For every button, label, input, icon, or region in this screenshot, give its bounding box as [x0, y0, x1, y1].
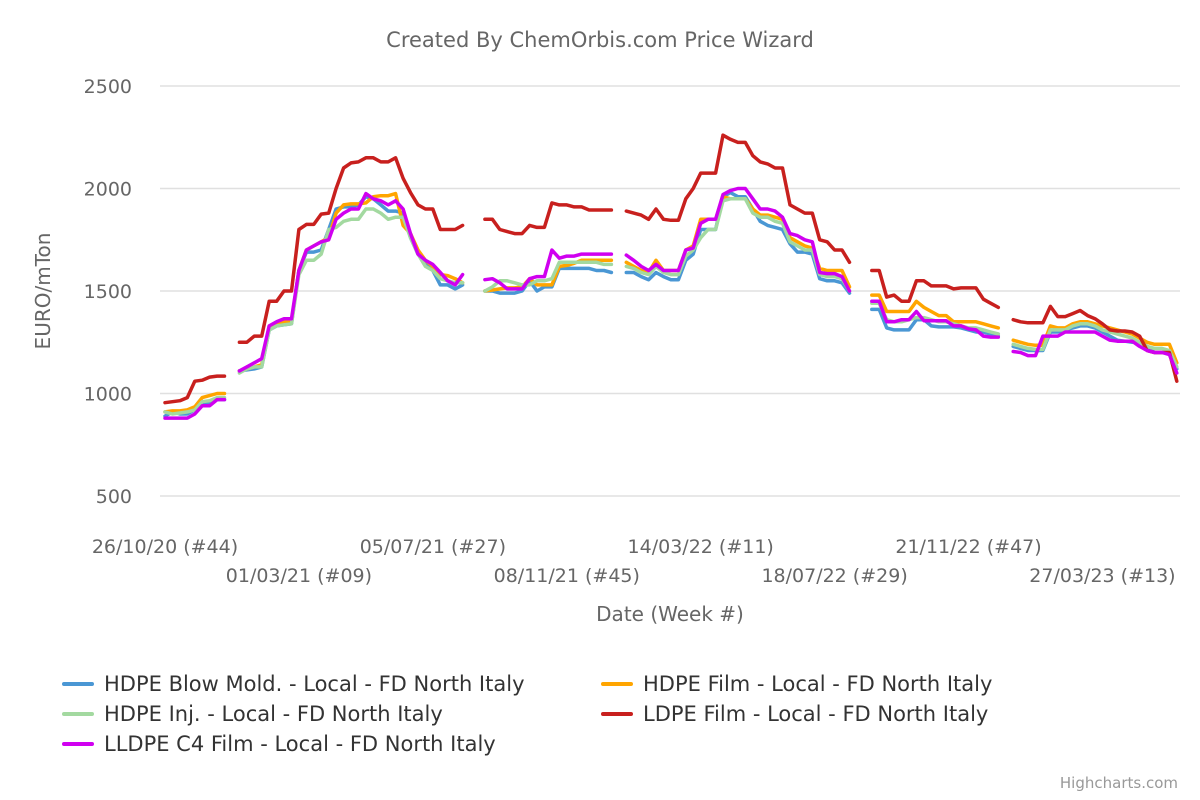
y-tick-label: 2000: [84, 179, 132, 201]
series-0: [163, 190, 1179, 418]
y-tick-label: 1500: [84, 281, 132, 303]
y-tick-label: 2500: [84, 76, 132, 98]
chart-title: Created By ChemOrbis.com Price Wizard: [386, 28, 814, 52]
series-line-segment[interactable]: [624, 133, 852, 265]
series-line-segment[interactable]: [624, 186, 852, 293]
series-line-segment[interactable]: [624, 197, 852, 293]
legend-swatch: [62, 682, 94, 686]
series-line-segment[interactable]: [1011, 322, 1179, 369]
credits-link[interactable]: Highcharts.com: [1059, 774, 1178, 792]
x-axis-ticks: 26/10/20 (#44) 01/03/21 (#09) 05/07/21 (#2…: [92, 536, 1176, 587]
y-tick-label: 500: [96, 486, 132, 508]
legend-swatch: [601, 712, 633, 716]
grid-lines: [160, 85, 1180, 497]
series-lines: [163, 133, 1179, 420]
x-tick-label: 18/07/22 (#29): [761, 565, 907, 587]
x-tick-label: 26/10/20 (#44): [92, 536, 238, 558]
series-line-segment[interactable]: [483, 248, 614, 291]
legend-label: LDPE Film - Local - FD North Italy: [643, 702, 989, 726]
x-tick-label: 21/11/22 (#47): [895, 536, 1041, 558]
series-line-segment[interactable]: [163, 391, 227, 414]
series-line-segment[interactable]: [237, 191, 465, 373]
legend-item[interactable]: HDPE Inj. - Local - FD North Italy: [62, 702, 443, 726]
x-axis-label: Date (Week #): [596, 602, 744, 626]
y-axis-ticks: 500 1000 1500 2000 2500: [84, 76, 132, 508]
y-tick-label: 1000: [84, 384, 132, 406]
x-tick-label: 05/07/21 (#27): [360, 536, 506, 558]
series-line-segment[interactable]: [483, 266, 614, 295]
x-tick-label: 08/11/21 (#45): [494, 565, 640, 587]
legend-item[interactable]: HDPE Blow Mold. - Local - FD North Italy: [62, 672, 525, 696]
series-line-segment[interactable]: [1011, 330, 1179, 375]
series-line-segment[interactable]: [163, 397, 227, 420]
series-1: [163, 191, 1179, 414]
x-tick-label: 01/03/21 (#09): [226, 565, 372, 587]
legend-swatch: [62, 712, 94, 716]
series-line-segment[interactable]: [237, 207, 465, 375]
series-line-segment[interactable]: [870, 293, 1001, 330]
x-tick-label: 27/03/23 (#13): [1029, 565, 1175, 587]
legend-swatch: [601, 682, 633, 686]
legend-item[interactable]: LDPE Film - Local - FD North Italy: [601, 702, 988, 726]
series-line-segment[interactable]: [870, 268, 1001, 310]
series-4: [163, 186, 1179, 420]
series-line-segment[interactable]: [237, 156, 465, 345]
series-2: [163, 197, 1179, 416]
series-line-segment[interactable]: [624, 190, 852, 295]
legend-item[interactable]: HDPE Film - Local - FD North Italy: [601, 672, 992, 696]
series-line-segment[interactable]: [163, 374, 227, 405]
y-axis-label: EURO/mTon: [31, 233, 55, 350]
legend-label: LLDPE C4 Film - Local - FD North Italy: [104, 732, 496, 756]
legend-item[interactable]: LLDPE C4 Film - Local - FD North Italy: [62, 732, 496, 756]
series-line-segment[interactable]: [237, 194, 465, 373]
legend-label: HDPE Inj. - Local - FD North Italy: [104, 702, 443, 726]
x-tick-label: 14/03/22 (#11): [628, 536, 774, 558]
legend-label: HDPE Blow Mold. - Local - FD North Italy: [104, 672, 525, 696]
series-line-segment[interactable]: [483, 260, 614, 293]
series-line-segment[interactable]: [163, 395, 227, 416]
legend-label: HDPE Film - Local - FD North Italy: [643, 672, 993, 696]
series-line-segment[interactable]: [483, 201, 614, 236]
legend-swatch: [62, 742, 94, 746]
series-line-segment[interactable]: [870, 299, 1001, 339]
